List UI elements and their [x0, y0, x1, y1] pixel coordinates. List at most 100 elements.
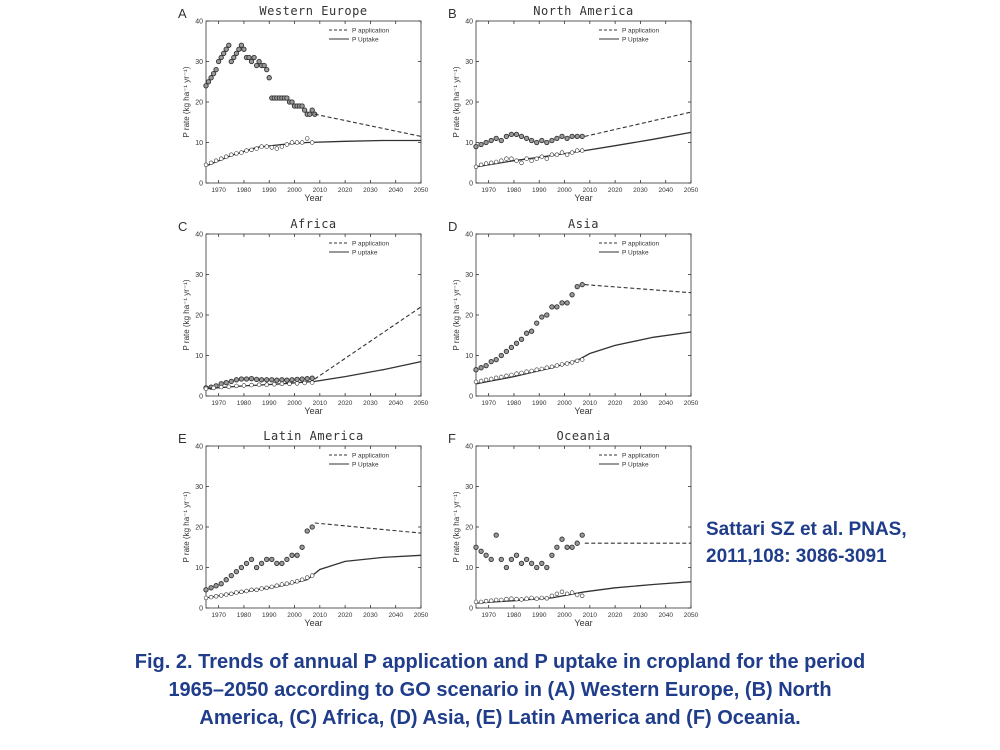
x-tick-label: 2000	[287, 187, 302, 194]
point-application	[258, 377, 265, 383]
x-axis-label: Year	[304, 618, 322, 628]
point-uptake	[488, 160, 494, 166]
point-uptake	[504, 596, 509, 602]
citation-line-2: 2011,108: 3086-3091	[706, 546, 887, 567]
point-application	[488, 137, 494, 144]
x-axis-label: Year	[574, 406, 592, 416]
point-application	[253, 564, 260, 571]
point-uptake	[559, 362, 565, 367]
x-tick-label: 2040	[388, 612, 403, 619]
point-application	[513, 552, 520, 558]
point-application	[488, 556, 494, 563]
point-application	[539, 314, 545, 320]
x-axis-label: Year	[574, 618, 592, 628]
point-application	[266, 75, 272, 81]
chart-title: Asia	[568, 217, 599, 231]
point-uptake	[509, 156, 514, 161]
series-line-uptake	[475, 131, 692, 168]
point-application	[554, 135, 560, 142]
point-application	[574, 540, 580, 546]
point-uptake	[509, 372, 514, 378]
legend-label: P application	[622, 240, 659, 247]
figure-caption: Fig. 2. Trends of annual P application a…	[20, 648, 980, 732]
figure-panels: A Western Europe 0 10 20 30 40 1970 1980 1990 2000…	[178, 4, 699, 628]
point-application	[243, 560, 250, 567]
point-uptake	[310, 140, 315, 145]
point-application	[233, 50, 240, 57]
point-application	[483, 362, 489, 369]
series-line-uptake	[205, 360, 422, 390]
point-application	[236, 46, 242, 52]
point-application	[534, 139, 540, 146]
point-application	[231, 54, 237, 61]
chart-title: Africa	[290, 217, 336, 231]
point-application	[549, 552, 555, 558]
point-application	[503, 348, 510, 355]
x-tick-label: 1980	[237, 612, 252, 619]
point-application	[215, 58, 222, 65]
point-uptake	[234, 383, 239, 389]
point-uptake	[499, 158, 504, 163]
x-tick-label: 1970	[481, 400, 496, 407]
point-application	[241, 46, 247, 52]
point-application	[478, 548, 484, 554]
x-tick-label: 2040	[388, 187, 403, 194]
point-uptake	[289, 580, 295, 585]
point-uptake	[483, 377, 489, 383]
y-tick-label: 40	[465, 444, 473, 451]
point-application	[309, 524, 315, 530]
x-tick-label: 2020	[338, 400, 353, 407]
x-tick-label: 1970	[211, 612, 226, 619]
x-tick-label: 2000	[557, 187, 572, 194]
x-tick-label: 2050	[684, 400, 699, 407]
x-tick-label: 2010	[313, 400, 328, 407]
point-application	[294, 376, 300, 383]
x-tick-label: 2050	[414, 187, 429, 194]
series-line-application-projection	[584, 284, 692, 294]
x-tick-label: 2050	[684, 187, 699, 194]
y-tick-label: 40	[195, 232, 203, 239]
point-application	[544, 139, 550, 146]
point-application	[483, 552, 489, 558]
point-application	[248, 556, 255, 563]
y-tick-label: 20	[195, 313, 203, 320]
x-tick-label: 2010	[583, 400, 598, 407]
point-application	[559, 536, 565, 542]
point-application	[579, 532, 585, 538]
point-uptake	[534, 367, 539, 372]
point-application	[544, 564, 550, 571]
point-uptake	[302, 380, 307, 386]
point-uptake	[519, 160, 524, 166]
point-uptake	[539, 595, 545, 601]
point-uptake	[256, 382, 262, 387]
point-application	[574, 133, 580, 140]
point-uptake	[274, 146, 280, 151]
point-uptake	[259, 586, 264, 591]
y-tick-label: 40	[465, 19, 473, 26]
point-application	[309, 375, 315, 381]
point-application	[508, 556, 515, 563]
point-application	[294, 552, 300, 558]
point-application	[203, 83, 209, 89]
legend-label: P application	[622, 27, 659, 34]
x-tick-label: 2010	[313, 187, 328, 194]
point-application	[228, 572, 234, 579]
point-application	[284, 556, 290, 563]
y-tick-label: 20	[195, 100, 203, 107]
point-uptake	[575, 592, 580, 598]
panel-letter: F	[448, 431, 456, 446]
point-uptake	[305, 136, 310, 141]
x-tick-label: 2020	[338, 187, 353, 194]
legend-label: P Uptake	[352, 461, 379, 468]
x-tick-label: 2000	[557, 400, 572, 407]
point-application	[299, 103, 305, 109]
point-application	[304, 375, 310, 382]
point-application	[498, 352, 504, 359]
point-uptake	[549, 593, 555, 599]
x-tick-label: 2010	[583, 187, 598, 194]
point-application	[253, 62, 260, 69]
y-axis-label: P rate (kg ha⁻¹ yr⁻¹)	[452, 491, 461, 562]
point-uptake	[269, 584, 275, 590]
point-application	[503, 564, 510, 571]
point-application	[493, 356, 499, 363]
